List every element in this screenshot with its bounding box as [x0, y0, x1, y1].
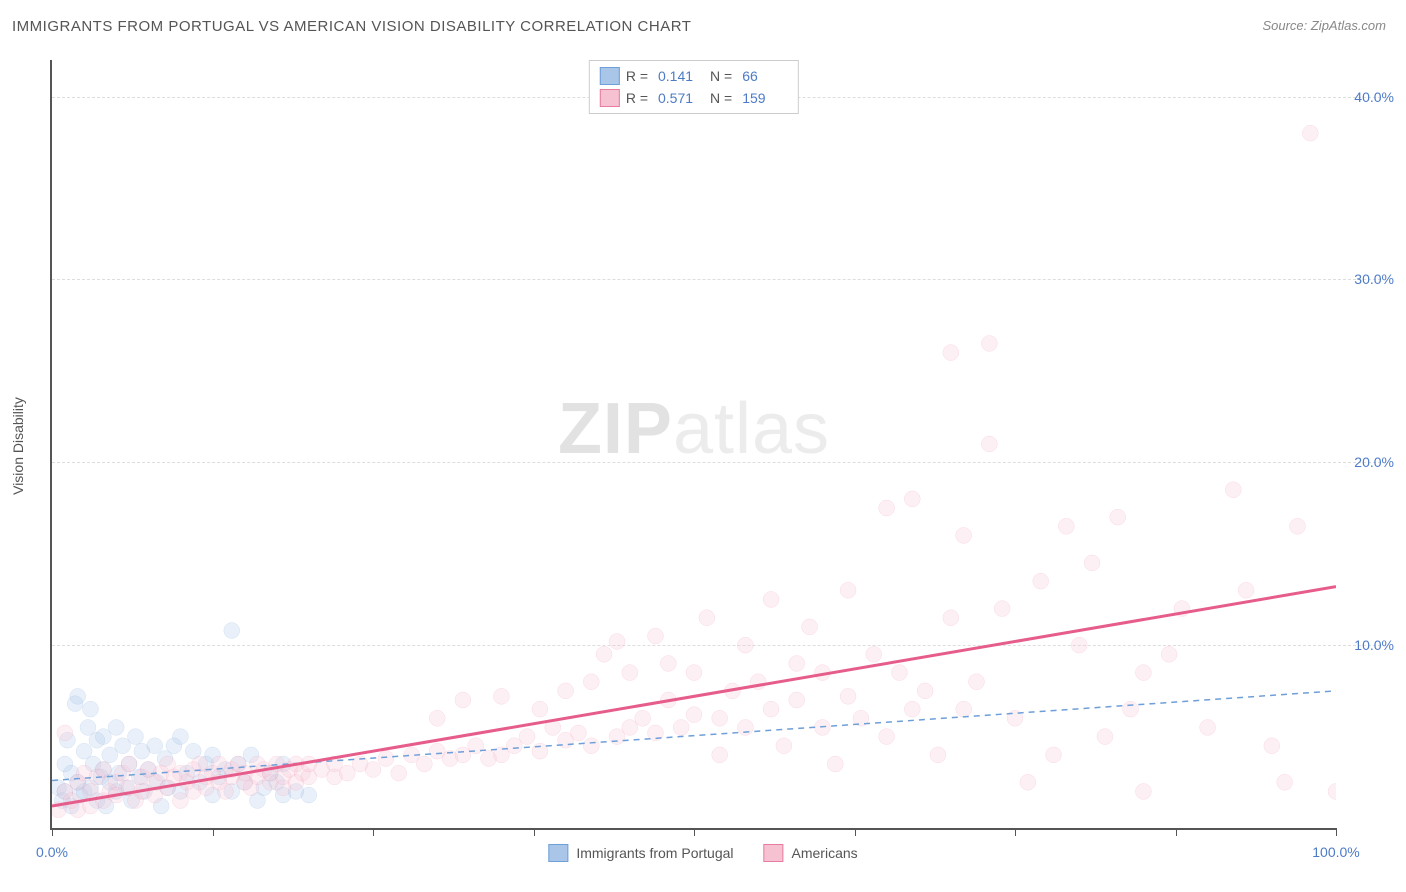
ytick-label: 10.0% [1354, 637, 1394, 653]
xtick [694, 828, 695, 836]
swatch-series-0 [600, 67, 620, 85]
legend-item-1: Americans [764, 844, 858, 862]
xtick [1015, 828, 1016, 836]
xtick [52, 828, 53, 836]
plot-area: ZIPatlas R = 0.141 N = 66 R = 0.571 N = … [50, 60, 1336, 830]
xtick [1176, 828, 1177, 836]
xtick-label: 0.0% [36, 844, 68, 860]
legend-bottom: Immigrants from Portugal Americans [548, 844, 857, 862]
trend-lines [52, 60, 1336, 828]
legend-stats-row-1: R = 0.571 N = 159 [600, 87, 788, 109]
xtick [1336, 828, 1337, 836]
ytick-label: 40.0% [1354, 89, 1394, 105]
swatch-bottom-1 [764, 844, 784, 862]
ytick-label: 20.0% [1354, 454, 1394, 470]
xtick [855, 828, 856, 836]
legend-stats: R = 0.141 N = 66 R = 0.571 N = 159 [589, 60, 799, 114]
y-axis-label: Vision Disability [10, 397, 26, 495]
chart-container: IMMIGRANTS FROM PORTUGAL VS AMERICAN VIS… [0, 0, 1406, 892]
chart-title: IMMIGRANTS FROM PORTUGAL VS AMERICAN VIS… [12, 18, 691, 35]
ytick-label: 30.0% [1354, 271, 1394, 287]
xtick-label: 100.0% [1312, 844, 1359, 860]
swatch-series-1 [600, 89, 620, 107]
xtick [213, 828, 214, 836]
legend-item-0: Immigrants from Portugal [548, 844, 733, 862]
legend-stats-row-0: R = 0.141 N = 66 [600, 65, 788, 87]
xtick [534, 828, 535, 836]
xtick [373, 828, 374, 836]
source-attribution: Source: ZipAtlas.com [1262, 18, 1386, 33]
swatch-bottom-0 [548, 844, 568, 862]
